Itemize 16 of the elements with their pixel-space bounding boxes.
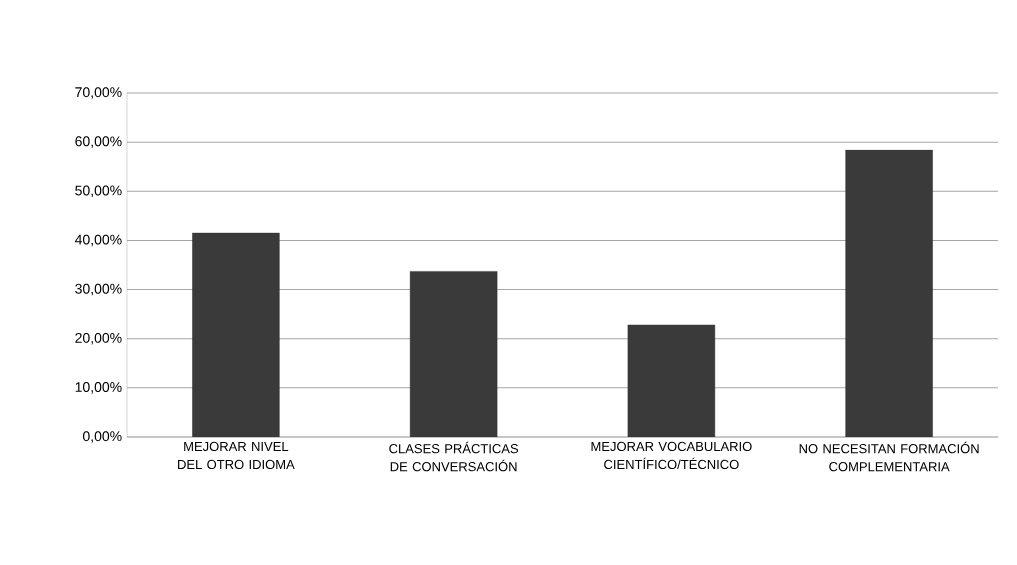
y-tick-label: 0,00% [82,431,122,443]
x-tick-label: MEJORAR NIVEL DEL OTRO IDIOMA [178,441,295,470]
bar [627,324,716,437]
x-tick-label: CLASES PRÁCTICAS DE CONVERSACIÓN [389,441,519,472]
y-tick-label: 60,00% [75,136,122,148]
bar [192,232,280,437]
y-tick-label: 40,00% [74,234,122,247]
y-tick-label: 50,00% [75,185,122,198]
y-tick-label: 30,00% [75,283,122,296]
x-tick-label: NO NECESITAN FORMACIÓN COMPLEMENTARIA [799,441,979,472]
y-tick-label: 10,00% [75,382,122,394]
y-tick-label: 70,00% [75,87,122,99]
y-tick-label: 20,00% [75,332,122,345]
x-tick-label: MEJORAR VOCABULARIO CIENTÍFICO/TÉCNICO [591,441,752,470]
bar [409,271,498,437]
bar [845,149,933,437]
